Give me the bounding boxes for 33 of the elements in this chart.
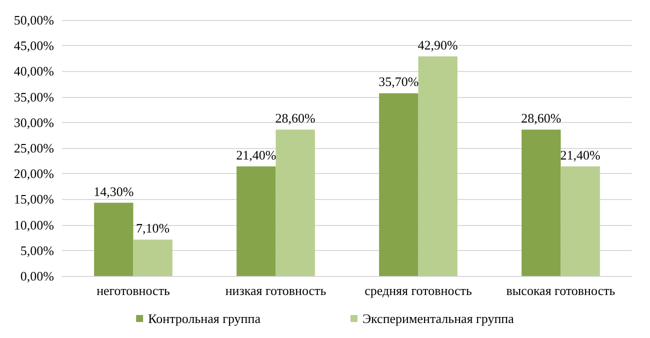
y-tick-label: 5,00%: [20, 242, 54, 258]
y-tick-label: 40,00%: [14, 64, 54, 79]
y-tick-label: 10,00%: [14, 217, 54, 232]
legend-label: Контрольная группа: [148, 311, 261, 326]
bar: [236, 166, 276, 276]
bar: [418, 56, 458, 276]
y-tick-label: 50,00%: [14, 12, 54, 28]
x-tick-label: средняя готовность: [364, 283, 472, 298]
bar: [276, 130, 315, 276]
data-label: 28,60%: [275, 110, 316, 126]
y-tick-label: 0,00%: [20, 268, 54, 284]
data-label: 7,10%: [136, 220, 170, 236]
bar: [133, 240, 172, 276]
data-label: 35,70%: [378, 74, 419, 90]
x-tick-label: неготовность: [96, 283, 170, 298]
data-label: 42,90%: [418, 37, 458, 52]
y-tick-label: 15,00%: [14, 192, 54, 207]
x-tick-label: высокая готовность: [506, 283, 616, 298]
y-tick-label: 20,00%: [14, 166, 54, 182]
data-label: 21,40%: [236, 147, 276, 162]
data-label: 21,40%: [560, 147, 601, 162]
legend-label: Экспериментальная группа: [362, 311, 514, 326]
bar: [94, 202, 134, 276]
bar: [522, 130, 561, 276]
bar: [379, 93, 418, 276]
data-label: 14,30%: [94, 184, 134, 199]
bar: [560, 166, 600, 276]
data-label: 28,60%: [521, 110, 562, 126]
y-tick-label: 45,00%: [14, 38, 54, 54]
y-tick-label: 35,00%: [14, 89, 54, 104]
y-tick-label: 30,00%: [14, 114, 54, 130]
x-tick-label: низкая готовность: [225, 283, 326, 298]
y-tick-label: 25,00%: [14, 140, 54, 156]
